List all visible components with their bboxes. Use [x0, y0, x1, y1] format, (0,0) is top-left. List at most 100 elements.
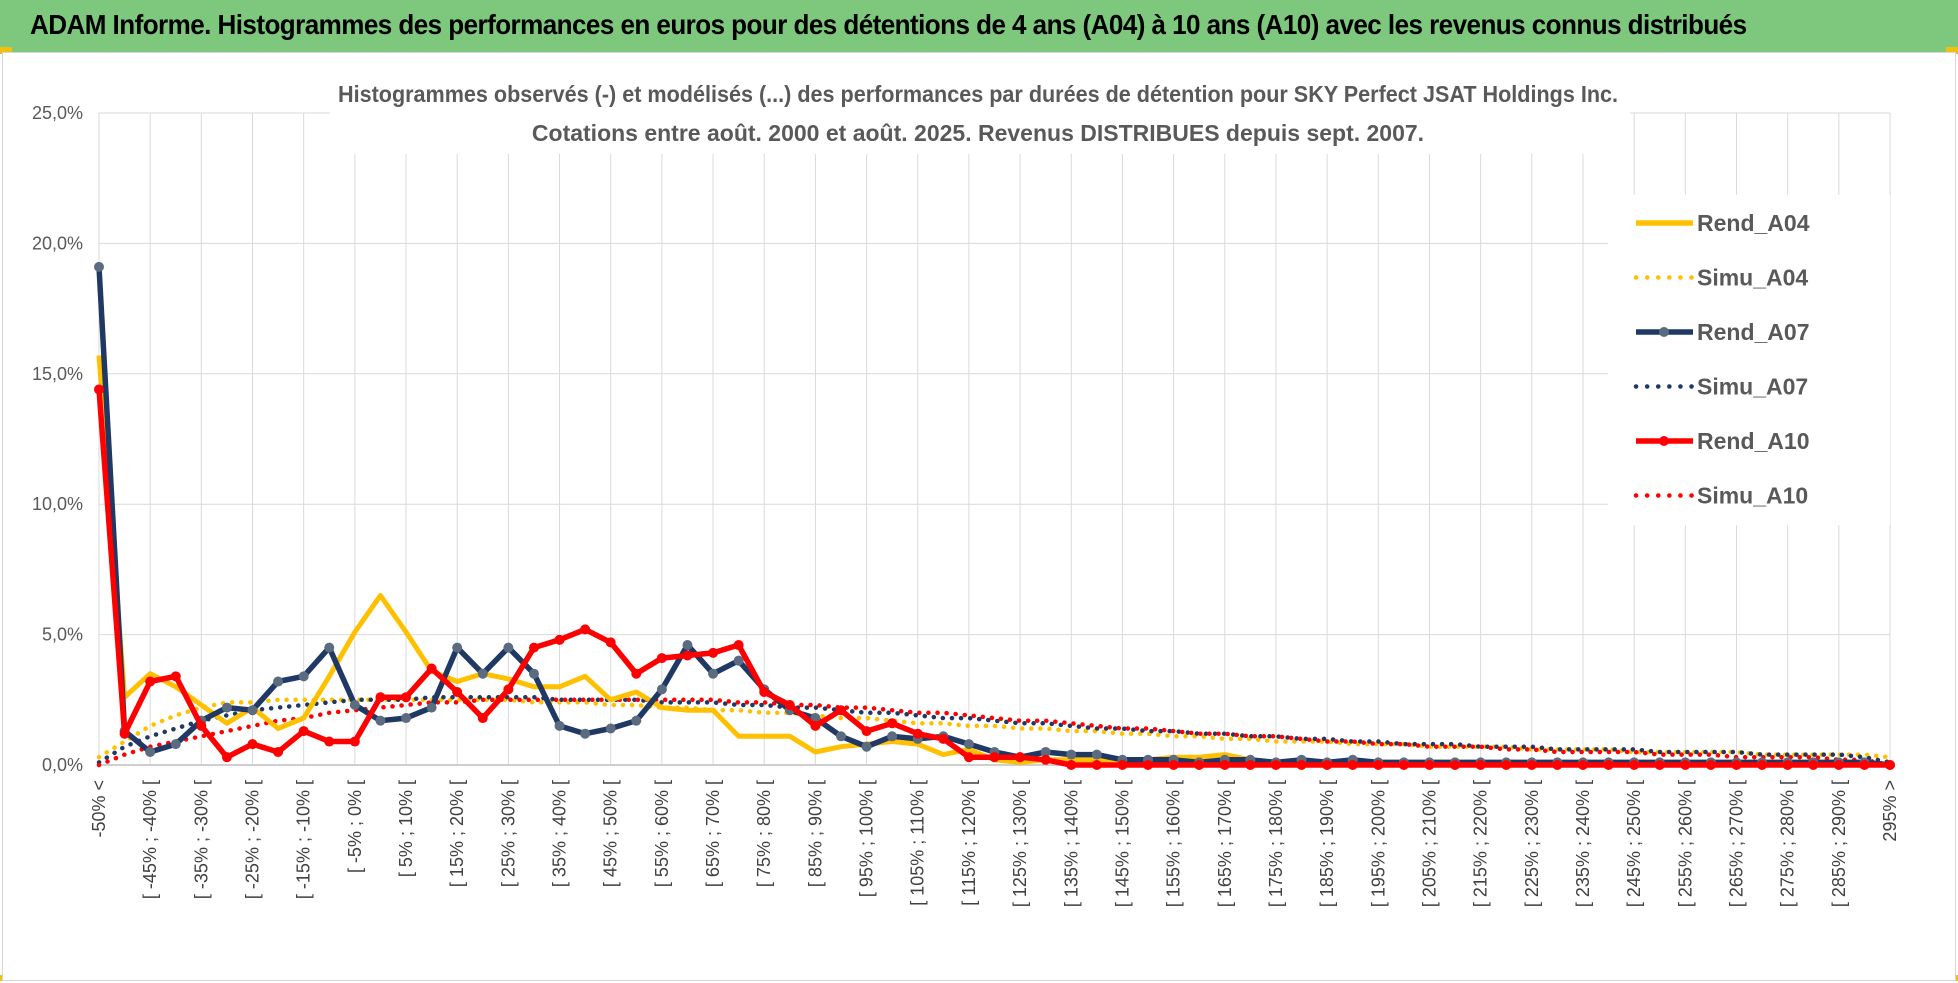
data-point-rend-a07	[580, 728, 591, 739]
data-point-rend-a10	[861, 726, 872, 737]
x-tick-label: [ 215% ; 220% [	[1471, 780, 1491, 907]
y-tick-label: 20,0%	[32, 233, 83, 253]
legend-box	[1608, 195, 1890, 525]
x-tick-label: [ 265% ; 270% [	[1726, 780, 1746, 907]
data-point-rend-a10	[1245, 760, 1256, 770]
data-point-rend-a10	[605, 637, 616, 648]
data-point-rend-a10	[1040, 754, 1051, 765]
corner-mark-top-right	[1946, 47, 1958, 53]
data-point-rend-a07	[528, 668, 539, 679]
data-point-rend-a10	[273, 746, 284, 757]
data-point-rend-a10	[1885, 760, 1895, 770]
x-tick-label: [ 45% ; 50% [	[601, 780, 621, 887]
data-point-rend-a10	[1219, 760, 1230, 770]
x-tick-label: [ 95% ; 100% [	[857, 780, 877, 897]
x-tick-label: [ -15% ; -10% [	[294, 780, 314, 899]
data-point-rend-a10	[298, 726, 309, 737]
series-line-simu-a10	[96, 697, 1893, 768]
legend-label-rend-a04: Rend_A04	[1697, 210, 1810, 236]
data-point-rend-a07	[605, 723, 616, 734]
data-point-rend-a07	[273, 676, 284, 687]
x-tick-label: 295% >	[1880, 780, 1900, 842]
data-point-rend-a07	[94, 261, 104, 272]
data-point-rend-a10	[1705, 760, 1716, 770]
data-point-rend-a10	[810, 720, 821, 731]
data-point-rend-a07	[733, 655, 744, 666]
chart-title-line-2: Cotations entre août. 2000 et août. 2025…	[532, 120, 1424, 146]
data-point-rend-a10	[528, 642, 539, 653]
data-point-rend-a07	[656, 684, 667, 695]
y-tick-label: 0,0%	[42, 755, 83, 775]
data-point-rend-a10	[835, 705, 846, 716]
x-tick-label: -50% <	[89, 780, 109, 838]
data-point-rend-a10	[1859, 760, 1870, 770]
data-point-rend-a07	[477, 668, 488, 679]
data-point-rend-a07	[554, 720, 565, 731]
data-point-rend-a07	[426, 702, 437, 713]
x-tick-label: [ 145% ; 150% [	[1112, 780, 1132, 907]
chart-title-line-1: Histogrammes observés (-) et modélisés (…	[338, 81, 1618, 107]
data-point-rend-a07	[375, 715, 386, 726]
x-tick-label: [ 115% ; 120% [	[959, 780, 979, 906]
data-point-rend-a10	[989, 752, 1000, 763]
legend-label-rend-a07: Rend_A07	[1697, 319, 1809, 345]
legend: Rend_A04 Simu_A04 Rend_A07 Simu_A07 Rend_A10…	[1608, 195, 1890, 525]
x-tick-label: [ 35% ; 40% [	[550, 780, 570, 887]
x-tick-label: [ 165% ; 170% [	[1215, 780, 1235, 907]
legend-marker	[1659, 327, 1669, 337]
data-point-rend-a10	[1143, 760, 1154, 770]
data-point-rend-a10	[94, 384, 104, 395]
data-point-rend-a10	[1782, 760, 1793, 770]
data-point-rend-a10	[401, 692, 412, 703]
data-point-rend-a10	[145, 676, 156, 687]
x-tick-label: [ 185% ; 190% [	[1317, 780, 1337, 907]
data-point-rend-a07	[170, 739, 181, 750]
data-point-rend-a10	[426, 663, 437, 674]
data-point-rend-a10	[196, 720, 207, 731]
x-tick-label: [ 25% ; 30% [	[498, 780, 518, 887]
data-point-rend-a10	[912, 728, 923, 739]
data-point-rend-a10	[1091, 760, 1102, 770]
data-point-rend-a07	[349, 700, 360, 711]
data-point-rend-a07	[298, 671, 309, 682]
x-tick-label: [ 15% ; 20% [	[447, 780, 467, 887]
x-tick-label: [ -25% ; -20% [	[243, 780, 263, 899]
data-point-rend-a07	[503, 642, 514, 653]
report-banner: ADAM Informe. Histogrammes des performan…	[0, 0, 1958, 54]
data-point-rend-a10	[1629, 760, 1640, 770]
data-point-rend-a07	[835, 731, 846, 742]
data-point-rend-a10	[1757, 760, 1768, 770]
x-tick-label: [ 275% ; 280% [	[1778, 780, 1798, 907]
data-point-rend-a07	[401, 713, 412, 724]
data-point-rend-a10	[324, 736, 335, 747]
data-point-rend-a10	[1424, 760, 1435, 770]
data-point-rend-a07	[452, 642, 463, 653]
legend-label-simu-a07: Simu_A07	[1697, 374, 1808, 400]
data-point-rend-a10	[170, 671, 181, 682]
data-point-rend-a07	[887, 731, 898, 742]
x-tick-label: [ 225% ; 230% [	[1522, 780, 1542, 907]
data-point-rend-a10	[580, 624, 591, 635]
data-point-rend-a10	[375, 692, 386, 703]
data-point-rend-a07	[682, 640, 693, 651]
data-point-rend-a10	[733, 640, 744, 651]
y-tick-label: 10,0%	[32, 494, 83, 514]
x-tick-label: [ 205% ; 210% [	[1419, 780, 1439, 907]
x-axis: -50% < [ -45% ; -40% [[ -35% ; -30% [[ -2…	[89, 764, 1900, 907]
x-tick-label: [ 105% ; 110% [	[908, 780, 928, 906]
data-point-rend-a10	[1808, 760, 1819, 770]
data-point-rend-a10	[1194, 760, 1205, 770]
y-axis: 0,0% 5,0% 10,0% 15,0% 20,0% 25,0%	[32, 103, 83, 775]
data-point-rend-a07	[145, 746, 156, 757]
x-tick-label: [ -45% ; -40% [	[140, 780, 160, 899]
x-tick-label: [ 285% ; 290% [	[1829, 780, 1849, 907]
data-point-rend-a10	[1731, 760, 1742, 770]
x-tick-label: [ 195% ; 200% [	[1368, 780, 1388, 907]
data-point-rend-a10	[963, 752, 974, 763]
data-point-rend-a10	[1066, 760, 1077, 770]
report-title: ADAM Informe. Histogrammes des performan…	[30, 9, 1747, 40]
data-point-rend-a10	[631, 668, 642, 679]
data-point-rend-a10	[1015, 752, 1026, 763]
data-point-rend-a10	[938, 733, 949, 744]
